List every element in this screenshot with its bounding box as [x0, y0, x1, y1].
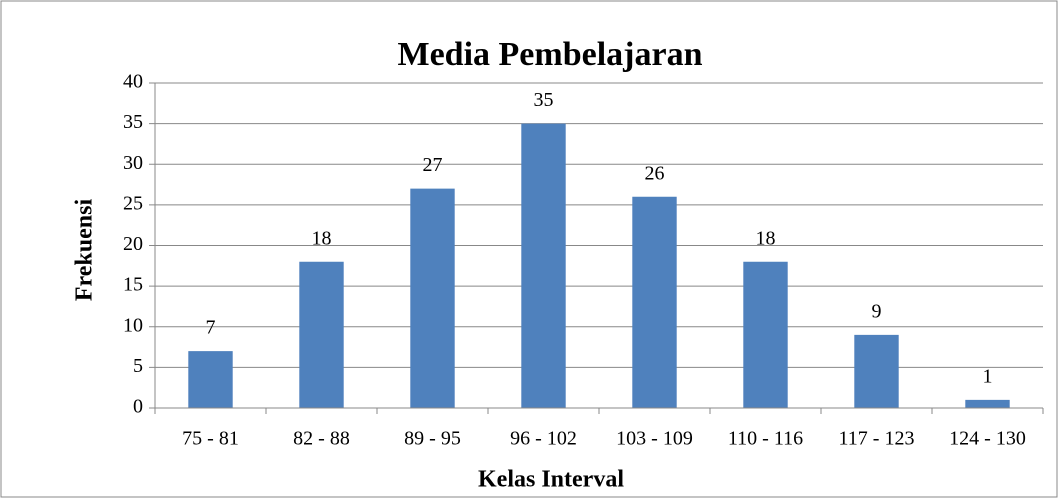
bar — [299, 261, 344, 408]
bar — [854, 334, 899, 408]
bar — [743, 261, 788, 408]
y-tick-label: 25 — [123, 192, 143, 214]
data-label: 18 — [756, 227, 776, 249]
y-tick-label: 10 — [123, 314, 143, 336]
y-axis-title: Frekuensi — [72, 199, 98, 302]
bar — [632, 196, 677, 408]
x-tick-label: 110 - 116 — [728, 428, 803, 450]
data-label: 18 — [312, 227, 332, 249]
data-label: 1 — [983, 365, 993, 387]
y-tick-label: 40 — [123, 71, 143, 93]
data-label: 26 — [645, 162, 665, 184]
y-tick-label: 35 — [123, 111, 143, 133]
x-tick-label: 124 - 130 — [949, 428, 1026, 450]
x-tick-label: 96 - 102 — [510, 428, 577, 450]
x-tick-label: 117 - 123 — [839, 428, 915, 450]
data-label: 27 — [423, 154, 443, 176]
x-tick-label: 82 - 88 — [293, 428, 350, 450]
data-label: 9 — [872, 300, 882, 322]
bar — [410, 188, 455, 408]
y-tick-label: 5 — [133, 355, 143, 377]
data-label: 7 — [206, 317, 216, 339]
bar — [188, 351, 233, 408]
y-tick-label: 30 — [123, 152, 143, 174]
x-tick-label: 103 - 109 — [616, 428, 693, 450]
x-tick-label: 89 - 95 — [404, 428, 461, 450]
x-axis-title: Kelas Interval — [478, 467, 624, 493]
x-tick-label: 75 - 81 — [182, 428, 239, 450]
bar — [965, 399, 1010, 408]
y-tick-label: 0 — [133, 396, 143, 418]
y-tick-label: 20 — [123, 233, 143, 255]
chart-title: Media Pembelajaran — [398, 36, 703, 73]
data-label: 35 — [534, 89, 554, 111]
bar — [521, 123, 566, 408]
y-tick-label: 15 — [123, 274, 143, 296]
